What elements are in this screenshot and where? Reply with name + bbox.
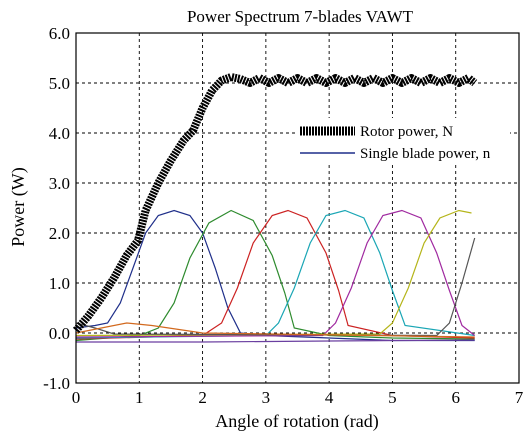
y-tick-label: 2.0 — [49, 224, 70, 243]
blade-power-line — [76, 339, 475, 343]
blade-power-line — [75, 209, 475, 339]
legend-rotor-label: Rotor power, N — [360, 124, 453, 140]
y-tick-label: 0.0 — [49, 324, 70, 343]
blade-power-line — [75, 322, 475, 338]
legend-blade-label: Single blade power, n — [360, 146, 491, 162]
x-tick-label: 1 — [135, 388, 144, 407]
series-layer — [72, 73, 478, 343]
y-axis-label: Power (W) — [8, 167, 29, 246]
tick-labels: 0 1 2 3 4 5 6 7 -1.0 0.0 1.0 2.0 3.0 4.0 5.0 6.0 — [43, 24, 524, 407]
x-tick-label: 4 — [325, 388, 334, 407]
y-tick-label: 6.0 — [49, 24, 70, 43]
y-tick-label: 3.0 — [49, 174, 70, 193]
blade-power-line — [75, 237, 476, 337]
blade-power-line — [75, 209, 475, 340]
legend-box — [298, 118, 510, 162]
x-tick-label: 7 — [515, 388, 524, 407]
x-tick-label: 0 — [72, 388, 81, 407]
plot-frame — [75, 32, 520, 384]
x-tick-label: 2 — [198, 388, 207, 407]
blade-power-line — [75, 209, 475, 342]
blade-power-line — [75, 209, 472, 337]
y-tick-label: 4.0 — [49, 124, 70, 143]
x-tick-label: 6 — [451, 388, 460, 407]
x-tick-label: 3 — [262, 388, 271, 407]
x-tick-label: 5 — [388, 388, 397, 407]
legend: Rotor power, N Single blade power, n — [298, 118, 510, 162]
y-tick-label: 1.0 — [49, 274, 70, 293]
y-tick-label: 5.0 — [49, 74, 70, 93]
rotor-power-line — [72, 73, 478, 334]
blade-power-line — [75, 209, 475, 342]
grid — [76, 33, 519, 383]
chart-title: Power Spectrum 7-blades VAWT — [187, 7, 414, 26]
blade-power-line — [75, 209, 476, 338]
y-tick-label: -1.0 — [43, 374, 70, 393]
x-axis-label: Angle of rotation (rad) — [215, 411, 378, 432]
